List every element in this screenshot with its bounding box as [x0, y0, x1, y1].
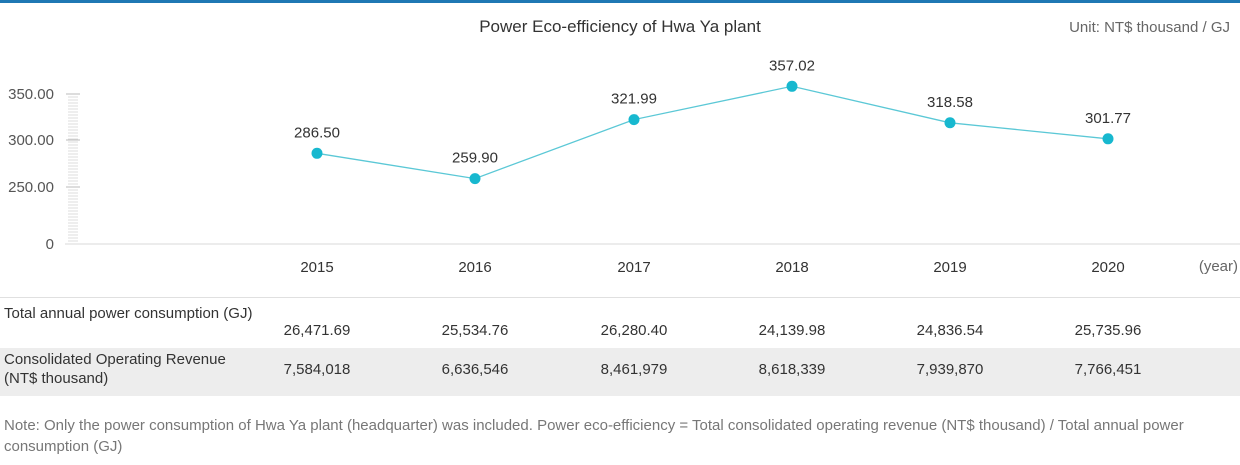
x-tick-label: 2019 — [933, 259, 966, 276]
table-row-operating-revenue: Consolidated Operating Revenue (NT$ thou… — [0, 348, 1240, 396]
data-label: 318.58 — [927, 94, 973, 111]
data-label: 357.02 — [769, 57, 815, 74]
data-label: 286.50 — [294, 124, 340, 141]
cell-power-2019: 24,836.54 — [916, 322, 984, 339]
top-accent-rule — [0, 0, 1240, 3]
data-point — [469, 173, 481, 185]
cell-revenue-2017: 8,461,979 — [600, 361, 668, 378]
cell-revenue-2019: 7,939,870 — [916, 361, 984, 378]
footnote: Note: Only the power consumption of Hwa … — [4, 417, 1184, 455]
data-point — [786, 80, 798, 92]
line-chart: 350.00 300.00 250.00 0 2015 2016 2017 2018 2019… — [8, 57, 1240, 276]
series-line — [316, 85, 1109, 180]
x-tick-label: 2020 — [1091, 259, 1124, 276]
row-label-operating-revenue: Consolidated Operating Revenue (NT$ thou… — [4, 351, 226, 387]
x-axis-unit: (year) — [1199, 258, 1238, 275]
data-points: 286.50 259.90 321.99 357.02 318.58 301.77 — [294, 57, 1131, 185]
data-label: 321.99 — [611, 91, 657, 108]
x-tick-label: 2016 — [458, 259, 491, 276]
cell-revenue-2015: 7,584,018 — [283, 361, 351, 378]
cell-power-2018: 24,139.98 — [758, 322, 826, 339]
y-axis: 350.00 300.00 250.00 0 — [8, 86, 80, 253]
data-point — [311, 147, 323, 159]
y-tick-label: 250.00 — [8, 179, 54, 196]
data-point — [1102, 133, 1114, 145]
cell-revenue-2016: 6,636,546 — [441, 361, 509, 378]
chart-title: Power Eco-efficiency of Hwa Ya plant — [479, 17, 761, 36]
x-tick-label: 2017 — [617, 259, 650, 276]
table-row-power-consumption: Total annual power consumption (GJ) 26,4… — [0, 297, 1240, 349]
data-label: 259.90 — [452, 150, 498, 167]
cell-power-2015: 26,471.69 — [283, 322, 351, 339]
x-tick-label: 2018 — [775, 259, 808, 276]
data-point — [628, 114, 640, 126]
x-axis-labels: 2015 2016 2017 2018 2019 2020 — [300, 259, 1124, 276]
y-tick-label: 350.00 — [8, 86, 54, 103]
unit-label: Unit: NT$ thousand / GJ — [1069, 19, 1230, 36]
x-tick-label: 2015 — [300, 259, 333, 276]
y-tick-label: 0 — [46, 236, 54, 253]
cell-revenue-2020: 7,766,451 — [1074, 361, 1142, 378]
cell-power-2016: 25,534.76 — [441, 322, 509, 339]
data-point — [944, 117, 956, 129]
data-label: 301.77 — [1085, 110, 1131, 127]
cell-revenue-2018: 8,618,339 — [758, 361, 826, 378]
cell-power-2020: 25,735.96 — [1074, 322, 1142, 339]
row-label-power-consumption: Total annual power consumption (GJ) — [4, 305, 253, 322]
y-tick-label: 300.00 — [8, 132, 54, 149]
cell-power-2017: 26,280.40 — [600, 322, 668, 339]
